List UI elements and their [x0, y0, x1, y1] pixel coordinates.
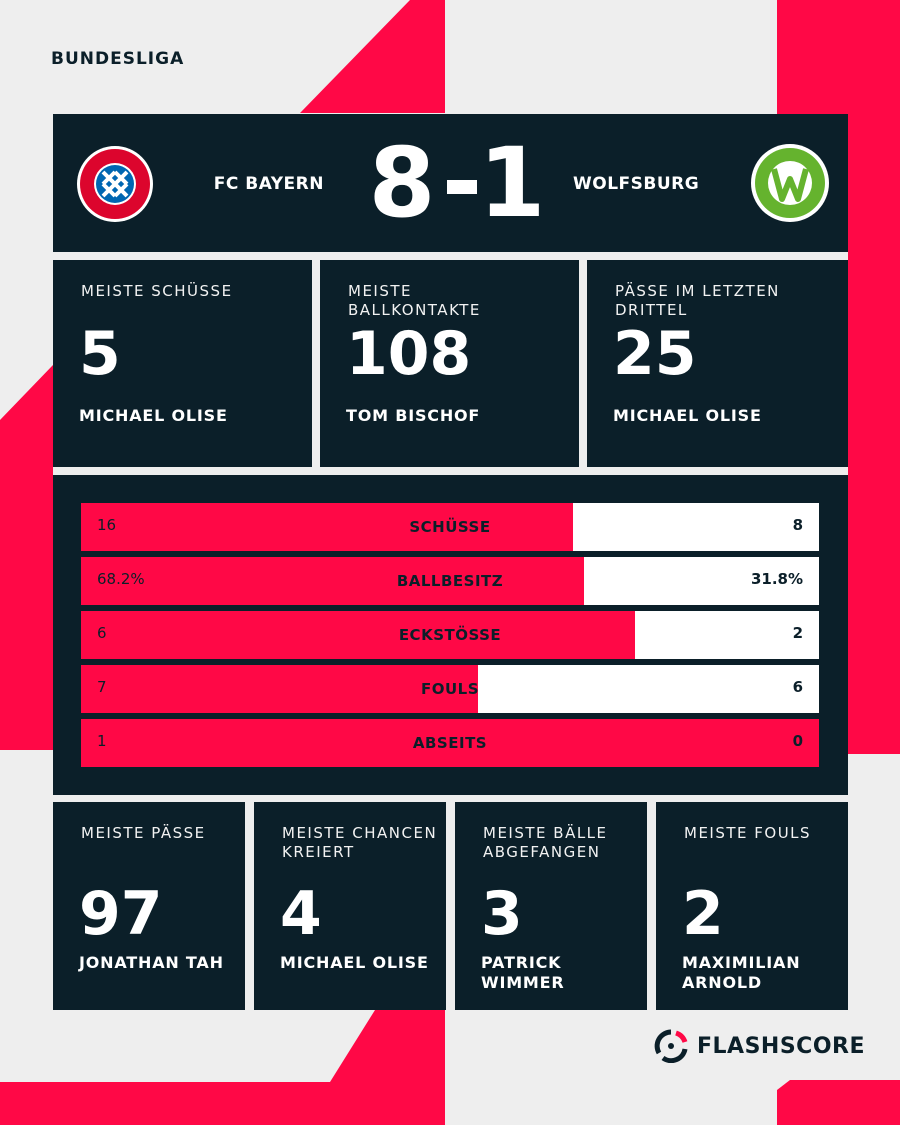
- card-title: MEISTE BÄLLE ABGEFANGEN: [483, 824, 608, 861]
- bg-shape: [777, 1080, 900, 1125]
- home-value: 7: [97, 678, 107, 696]
- home-value: 6: [97, 624, 107, 642]
- card-value: 108: [346, 319, 472, 389]
- stat-row: 68.2% BALLBESITZ 31.8%: [81, 557, 819, 605]
- bg-shape: [777, 0, 900, 114]
- card-player: MAXIMILIAN ARNOLD: [682, 953, 801, 992]
- card-value: 25: [613, 319, 697, 389]
- card-value: 5: [79, 319, 121, 389]
- score-dash: [447, 180, 477, 194]
- home-bar: [81, 665, 479, 713]
- bg-shape: [0, 365, 53, 750]
- bottom-card: MEISTE PÄSSE 97 JONATHAN TAH: [53, 802, 245, 1010]
- away-value: 31.8%: [750, 570, 803, 588]
- bg-shape: [848, 114, 900, 754]
- bg-shape: [300, 0, 445, 113]
- stat-row: 1 ABSEITS 0: [81, 719, 819, 767]
- home-value: 16: [97, 516, 117, 534]
- home-bar: [81, 719, 819, 767]
- away-value: 8: [792, 516, 803, 534]
- stats-panel: 16 SCHÜSSE 8 68.2% BALLBESITZ 31.8% 6 ECKSTÖSSE…: [53, 475, 848, 795]
- card-value: 3: [481, 879, 523, 949]
- bg-shape: [0, 1010, 445, 1125]
- card-value: 97: [79, 879, 163, 949]
- away-logo: [751, 144, 829, 222]
- bottom-card: MEISTE BÄLLE ABGEFANGEN 3 PATRICK WIMMER: [455, 802, 647, 1010]
- card-player: TOM BISCHOF: [346, 406, 481, 425]
- away-value: 0: [792, 732, 803, 750]
- league: BUNDESLIGA: [51, 49, 185, 69]
- bottom-card: MEISTE CHANCEN KREIERT 4 MICHAEL OLISE: [254, 802, 446, 1010]
- away-value: 2: [792, 624, 803, 642]
- home-team: FC BAYERN: [213, 174, 324, 194]
- card-value: 2: [682, 879, 724, 949]
- home-bar: [81, 503, 573, 551]
- card-title: MEISTE CHANCEN KREIERT: [282, 824, 438, 861]
- top-card: PÄSSE IM LETZTEN DRITTEL 25 MICHAEL OLIS…: [587, 260, 848, 467]
- card-title: MEISTE BALLKONTAKTE: [348, 282, 481, 319]
- stat-row: 7 FOULS 6: [81, 665, 819, 713]
- stat-row: 6 ECKSTÖSSE 2: [81, 611, 819, 659]
- stat-label: BALLBESITZ: [396, 572, 504, 590]
- brand: FLASHSCORE: [697, 1034, 865, 1059]
- stat-label: FOULS: [420, 680, 480, 698]
- home-score: 8: [368, 127, 436, 239]
- home-value: 1: [97, 732, 107, 750]
- card-value: 4: [280, 879, 322, 949]
- top-card: MEISTE SCHÜSSE 5 MICHAEL OLISE: [53, 260, 312, 467]
- away-team: WOLFSBURG: [573, 174, 700, 194]
- card-player: PATRICK WIMMER: [481, 953, 565, 992]
- card-player: MICHAEL OLISE: [613, 406, 762, 425]
- home-logo: [77, 146, 153, 222]
- home-value: 68.2%: [97, 570, 145, 588]
- brand-icon: [654, 1029, 688, 1063]
- stat-label: ABSEITS: [412, 734, 488, 752]
- card-player: JONATHAN TAH: [79, 953, 224, 972]
- card-title: MEISTE FOULS: [684, 824, 812, 842]
- card-player: MICHAEL OLISE: [280, 953, 429, 972]
- card-title: MEISTE SCHÜSSE: [81, 282, 233, 300]
- top-card: MEISTE BALLKONTAKTE 108 TOM BISCHOF: [320, 260, 579, 467]
- stat-label: SCHÜSSE: [409, 518, 491, 536]
- card-title: MEISTE PÄSSE: [81, 824, 206, 842]
- card-player: MICHAEL OLISE: [79, 406, 228, 425]
- stat-label: ECKSTÖSSE: [398, 626, 502, 644]
- away-value: 6: [792, 678, 803, 696]
- card-title: PÄSSE IM LETZTEN DRITTEL: [615, 282, 780, 319]
- stat-row: 16 SCHÜSSE 8: [81, 503, 819, 551]
- away-score: 1: [478, 127, 546, 239]
- bottom-card: MEISTE FOULS 2 MAXIMILIAN ARNOLD: [656, 802, 848, 1010]
- home-bar: [81, 557, 585, 605]
- home-bar: [81, 611, 635, 659]
